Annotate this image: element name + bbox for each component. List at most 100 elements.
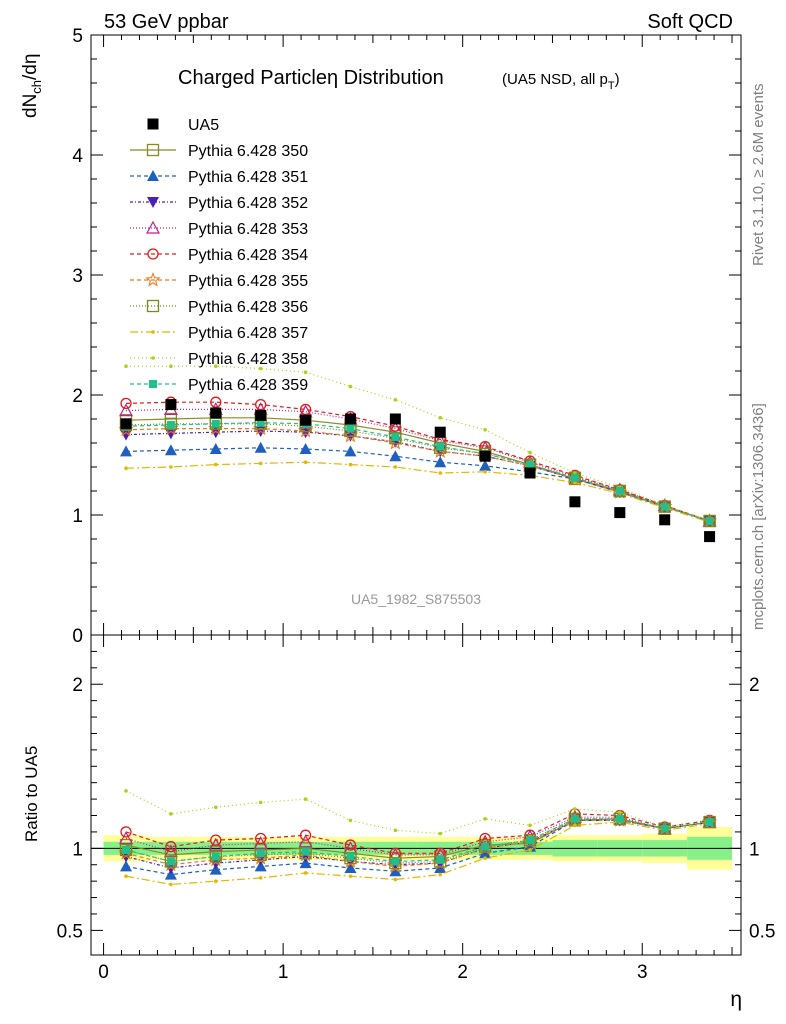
ratio-series-point-4 — [165, 841, 177, 853]
main-y-tick-label: 2 — [72, 386, 83, 407]
legend-label-8: Pythia 6.428 358 — [188, 351, 308, 368]
main-series-point-5 — [253, 420, 269, 436]
legend-label-3: Pythia 6.428 353 — [188, 221, 308, 238]
ua5-data-point — [165, 399, 177, 411]
main-series-line-3 — [125, 408, 710, 522]
subtitle-part-a: (UA5 NSD, all p — [502, 71, 608, 88]
header-left-label: 53 GeV ppbar — [104, 11, 229, 33]
legend-marker-0 — [146, 143, 160, 157]
ratio-series-point-6 — [478, 840, 492, 853]
main-series-point-1 — [344, 445, 357, 457]
ratio-series-line-4 — [125, 813, 710, 854]
ratio-series-point-7 — [124, 874, 128, 879]
ua5-data-point — [479, 450, 491, 462]
ratio-series-point-7 — [348, 874, 353, 879]
ratio-series-point-1 — [209, 863, 222, 875]
x-tick-label: 2 — [457, 962, 468, 983]
ratio-series-point-8 — [348, 818, 353, 823]
main-series-point-1 — [434, 456, 447, 468]
main-series-point-8 — [169, 364, 173, 369]
main-series-point-7 — [393, 465, 398, 469]
subtitle-part-b: ) — [615, 71, 620, 88]
main-series-point-8 — [124, 364, 128, 369]
main-series-point-1 — [254, 441, 267, 453]
legend: UA5 Pythia 6.428 350 Pythia 6.428 351 Pythi… — [130, 117, 308, 394]
ratio-series-point-4 — [344, 839, 357, 851]
main-series-point-4 — [210, 396, 222, 408]
ratio-series-point-8 — [617, 810, 622, 815]
main-series-point-8 — [258, 366, 263, 371]
main-series-point-7 — [438, 471, 443, 475]
ratio-series-point-9 — [346, 852, 355, 861]
legend-label-2: Pythia 6.428 352 — [188, 195, 308, 212]
ua5-data-point — [659, 514, 671, 526]
main-series-point-8 — [528, 450, 532, 455]
main-y-tick-label: 0 — [72, 626, 83, 647]
ratio-series-line-8 — [125, 790, 710, 835]
ratio-series-point-9 — [391, 857, 400, 866]
legend-label-0: Pythia 6.428 350 — [188, 143, 308, 160]
ratio-series-point-9 — [660, 824, 669, 833]
main-series-point-6 — [703, 514, 716, 528]
ratio-series-point-1 — [120, 860, 133, 872]
ratio-series-point-1 — [254, 860, 267, 872]
subtitle-subscript: T — [608, 80, 615, 92]
main-series-point-1 — [389, 450, 402, 462]
ratio-y-tick-label: 2 — [72, 675, 83, 696]
title-part-b: η Distribution — [327, 67, 444, 89]
main-series-point-9 — [391, 433, 400, 441]
main-series-point-8 — [213, 364, 218, 369]
ratio-series-point-9 — [526, 836, 535, 845]
main-y-tick-label: 1 — [72, 506, 83, 527]
ratio-series-point-8 — [124, 789, 128, 793]
ratio-series-point-4 — [120, 826, 132, 838]
ratio-series-point-4 — [210, 834, 222, 846]
main-series-line-7 — [125, 461, 710, 523]
legend-marker-8 — [151, 356, 155, 360]
main-series-point-1 — [209, 443, 222, 454]
legend-label-ua5: UA5 — [188, 117, 219, 134]
main-series-line-2 — [125, 430, 710, 522]
main-series-point-7 — [169, 465, 173, 469]
ua5-data-point — [569, 496, 581, 508]
legend-marker-4 — [147, 248, 159, 260]
x-tick-label: 0 — [98, 962, 109, 983]
main-series-point-2 — [299, 427, 312, 439]
legend-marker-1 — [147, 170, 159, 181]
ua5-data-point — [434, 426, 446, 438]
ratio-panel-frame — [90, 634, 742, 956]
x-tick-label: 3 — [637, 962, 648, 983]
ratio-series-point-8 — [573, 807, 577, 811]
ratio-series-point-7 — [258, 876, 263, 880]
main-series-point-7 — [483, 470, 487, 474]
ratio-series-point-4 — [299, 829, 312, 841]
ratio-series-line-3 — [125, 816, 710, 856]
ua5-data-point — [389, 413, 401, 425]
legend-label-4: Pythia 6.428 354 — [188, 247, 308, 264]
ratio-series-point-9 — [705, 818, 714, 827]
legend-label-1: Pythia 6.428 351 — [188, 169, 308, 186]
main-series-point-6 — [658, 500, 671, 513]
legend-marker-ua5 — [147, 118, 159, 130]
ratio-y-tick-label-right: 1 — [749, 839, 760, 860]
ratio-series-point-7 — [213, 879, 218, 883]
ratio-series-point-8 — [438, 831, 443, 836]
ratio-series-line-5 — [125, 819, 710, 868]
rivet-version-label: Rivet 3.1.10, ≥ 2.6M events — [750, 84, 767, 267]
mcplots-label: mcplots.cern.ch [arXiv:1306.3436] — [750, 403, 767, 630]
main-series-point-4 — [120, 397, 132, 410]
ratio-y-tick-label-right: 0.5 — [749, 921, 775, 942]
ratio-series-point-9 — [166, 857, 175, 866]
ratio-series-point-8 — [258, 800, 263, 805]
ratio-series-point-1 — [164, 868, 177, 880]
main-series-point-3 — [119, 403, 134, 417]
ratio-series-point-7 — [393, 877, 398, 882]
ratio-series-line-0 — [125, 818, 710, 859]
legend-label-9: Pythia 6.428 359 — [188, 377, 308, 394]
main-series-point-7 — [213, 462, 218, 467]
ratio-series-line-9 — [125, 818, 710, 863]
main-series-point-1 — [479, 459, 492, 471]
legend-label-5: Pythia 6.428 355 — [188, 273, 308, 290]
ratio-series-point-5 — [522, 833, 538, 849]
ua5-data-point — [344, 413, 356, 425]
